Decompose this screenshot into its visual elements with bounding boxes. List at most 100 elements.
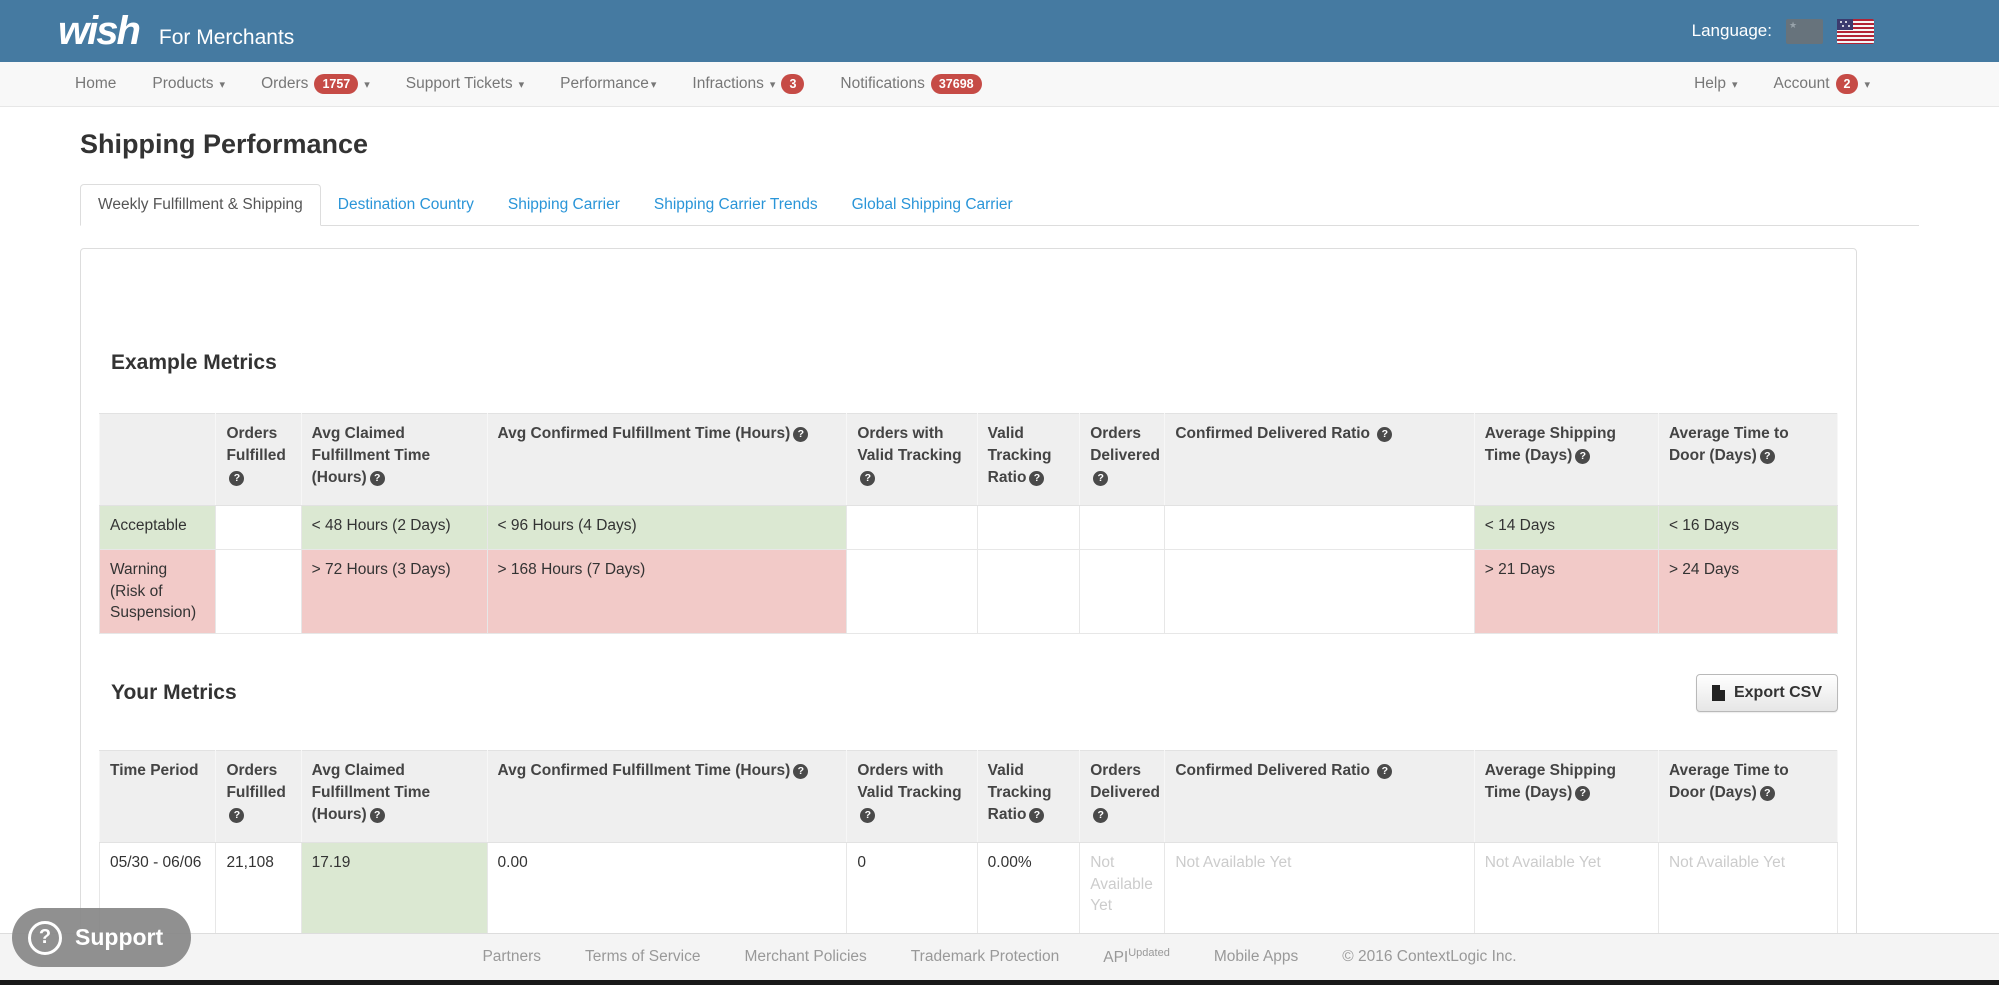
column-label: Orders with Valid Tracking — [857, 762, 962, 802]
cell: > 24 Days — [1657, 548, 1839, 635]
column-confirmed-ratio: Confirmed Delivered Ratio ? — [1164, 750, 1475, 844]
chevron-down-icon: ▾ — [364, 78, 370, 91]
cell: 21,108 — [215, 842, 302, 941]
help-icon[interactable]: ? — [1759, 449, 1775, 464]
cell: 0.00 — [486, 842, 848, 941]
chevron-down-icon: ▾ — [219, 78, 226, 91]
your-metrics-table: Time Period Orders Fulfilled ? Avg Claim… — [98, 750, 1839, 953]
nav-performance[interactable]: Performance ▾ — [560, 75, 656, 93]
nav-help[interactable]: Help ▾ — [1694, 75, 1737, 93]
tab-weekly-fulfillment[interactable]: Weekly Fulfillment & Shipping — [80, 184, 321, 226]
help-icon[interactable]: ? — [229, 471, 245, 486]
nav-home-label: Home — [75, 75, 117, 92]
column-label: Orders Fulfilled — [226, 762, 286, 802]
help-icon[interactable]: ? — [369, 471, 385, 486]
nav-account-label: Account — [1773, 75, 1830, 92]
brand-tagline: For Merchants — [158, 26, 295, 49]
china-flag-icon[interactable]: ★ — [1786, 18, 1823, 44]
brand[interactable]: wish For Merchants — [58, 11, 294, 51]
help-icon[interactable]: ? — [1377, 764, 1393, 780]
nav-infractions[interactable]: Infractions ▾ 3 — [692, 73, 805, 95]
export-csv-button[interactable]: Export CSV — [1695, 674, 1838, 713]
footer-link-mobile-apps[interactable]: Mobile Apps — [1213, 948, 1299, 965]
chevron-down-icon: ▾ — [650, 78, 657, 91]
cell: Not Available Yet — [1079, 842, 1166, 941]
language-label: Language: — [1691, 21, 1772, 40]
notifications-count-badge: 37698 — [930, 73, 982, 95]
nav-home[interactable]: Home — [75, 75, 116, 93]
nav-products[interactable]: Products ▾ — [152, 75, 225, 93]
help-icon[interactable]: ? — [369, 808, 385, 824]
column-tracking-ratio: Valid Tracking Ratio? — [976, 750, 1081, 844]
column-tracking-ratio: Valid Tracking Ratio? — [976, 413, 1081, 506]
help-icon[interactable]: ? — [793, 764, 809, 780]
example-header-row: Orders Fulfilled ? Avg Claimed Fulfillme… — [98, 413, 1839, 506]
help-icon[interactable]: ? — [1575, 786, 1591, 802]
question-mark-icon: ? — [28, 920, 62, 955]
chevron-down-icon: ▾ — [769, 78, 776, 91]
help-icon[interactable]: ? — [1575, 449, 1591, 464]
file-icon — [1711, 685, 1725, 702]
column-blank — [98, 413, 217, 506]
cell — [1079, 505, 1166, 550]
help-icon[interactable]: ? — [1093, 471, 1109, 486]
footer-link-terms[interactable]: Terms of Service — [585, 948, 701, 965]
column-label: Avg Claimed Fulfillment Time (Hours) — [311, 425, 431, 486]
column-label: Valid Tracking Ratio — [987, 425, 1052, 486]
help-icon[interactable]: ? — [1029, 808, 1045, 824]
column-confirmed-ratio: Confirmed Delivered Ratio ? — [1164, 413, 1475, 506]
cell — [976, 548, 1081, 635]
chevron-down-icon: ▾ — [518, 78, 525, 91]
copyright-text: © 2016 ContextLogic Inc. — [1342, 948, 1517, 965]
column-avg-shipping: Average Shipping Time (Days)? — [1473, 750, 1659, 844]
cell — [1164, 548, 1475, 635]
tab-destination-country[interactable]: Destination Country — [337, 196, 474, 213]
support-label: Support — [75, 924, 164, 950]
nav-support-tickets[interactable]: Support Tickets ▾ — [406, 75, 524, 93]
support-button[interactable]: ? Support — [12, 908, 192, 967]
footer-link-api[interactable]: APIUpdated — [1103, 947, 1170, 967]
column-time-period: Time Period — [98, 750, 217, 844]
column-label: Orders Delivered — [1090, 762, 1160, 802]
column-label: Confirmed Delivered Ratio — [1175, 425, 1371, 442]
usa-flag-icon[interactable] — [1837, 18, 1874, 44]
acceptable-row: Acceptable < 48 Hours (2 Days) < 96 Hour… — [98, 505, 1839, 550]
help-icon[interactable]: ? — [1093, 808, 1109, 824]
tab-shipping-carrier[interactable]: Shipping Carrier — [507, 196, 620, 213]
cell — [846, 505, 978, 550]
column-label: Time Period — [110, 762, 199, 780]
help-icon[interactable]: ? — [860, 808, 876, 824]
chevron-down-icon: ▾ — [1731, 78, 1738, 91]
tab-bar: Weekly Fulfillment & Shipping Destinatio… — [80, 184, 1919, 226]
cell: < 48 Hours (2 Days) — [300, 505, 488, 550]
help-icon[interactable]: ? — [860, 471, 876, 486]
cell: < 16 Days — [1657, 505, 1839, 550]
cell: > 72 Hours (3 Days) — [300, 548, 488, 635]
cell: < 14 Days — [1473, 505, 1659, 550]
nav-account[interactable]: Account 2 ▾ — [1773, 73, 1870, 95]
cell: Not Available Yet — [1164, 842, 1475, 941]
help-icon[interactable]: ? — [1759, 786, 1775, 802]
tab-global-shipping-carrier[interactable]: Global Shipping Carrier — [851, 196, 1013, 213]
cell — [1079, 548, 1166, 635]
footer-link-partners[interactable]: Partners — [482, 948, 542, 965]
nav-notifications[interactable]: Notifications 37698 — [840, 73, 982, 95]
column-orders-fulfilled: Orders Fulfilled ? — [215, 413, 302, 506]
column-orders-fulfilled: Orders Fulfilled ? — [215, 750, 302, 844]
bottom-strip — [0, 980, 1999, 985]
top-bar: wish For Merchants Language: ★ — [0, 0, 1999, 62]
help-icon[interactable]: ? — [1029, 471, 1045, 486]
footer-link-merchant-policies[interactable]: Merchant Policies — [744, 948, 867, 965]
help-icon[interactable]: ? — [1377, 427, 1393, 442]
your-metrics-title: Your Metrics — [111, 681, 237, 705]
cell — [215, 505, 302, 550]
footer-link-trademark[interactable]: Trademark Protection — [910, 948, 1060, 965]
tab-shipping-carrier-trends[interactable]: Shipping Carrier Trends — [653, 196, 818, 213]
flag-canton — [1837, 18, 1853, 30]
help-icon[interactable]: ? — [229, 808, 245, 824]
nav-orders[interactable]: Orders 1757 ▾ — [261, 73, 370, 95]
help-icon[interactable]: ? — [793, 427, 809, 442]
export-csv-label: Export CSV — [1733, 684, 1822, 702]
cell — [1164, 505, 1475, 550]
column-avg-confirmed: Avg Confirmed Fulfillment Time (Hours)? — [486, 413, 848, 506]
